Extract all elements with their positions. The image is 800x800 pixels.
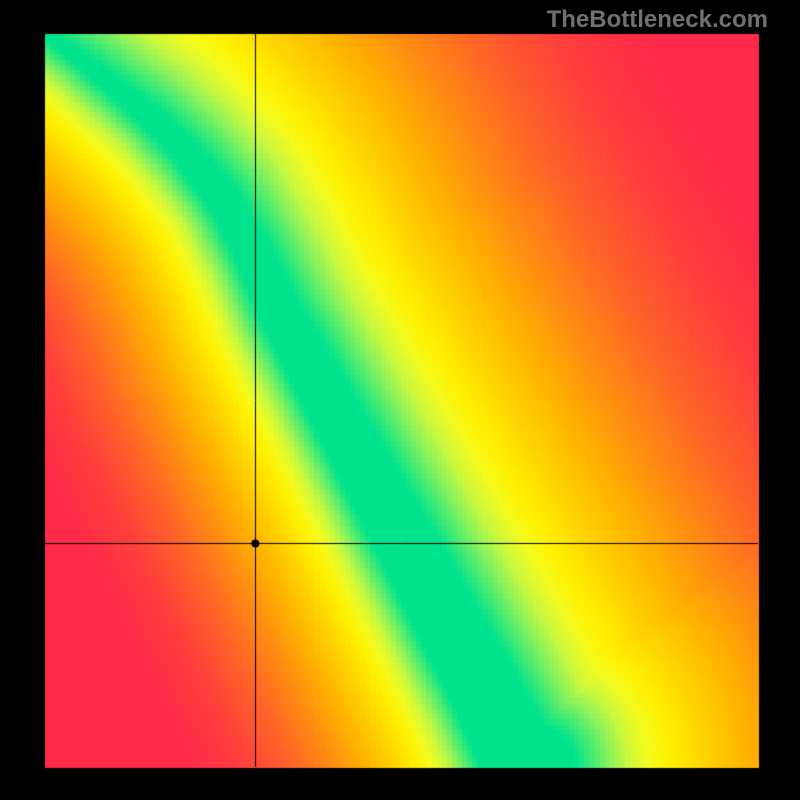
watermark-text: TheBottleneck.com xyxy=(547,6,768,34)
bottleneck-heatmap xyxy=(0,0,800,800)
chart-container: TheBottleneck.com xyxy=(0,0,800,800)
